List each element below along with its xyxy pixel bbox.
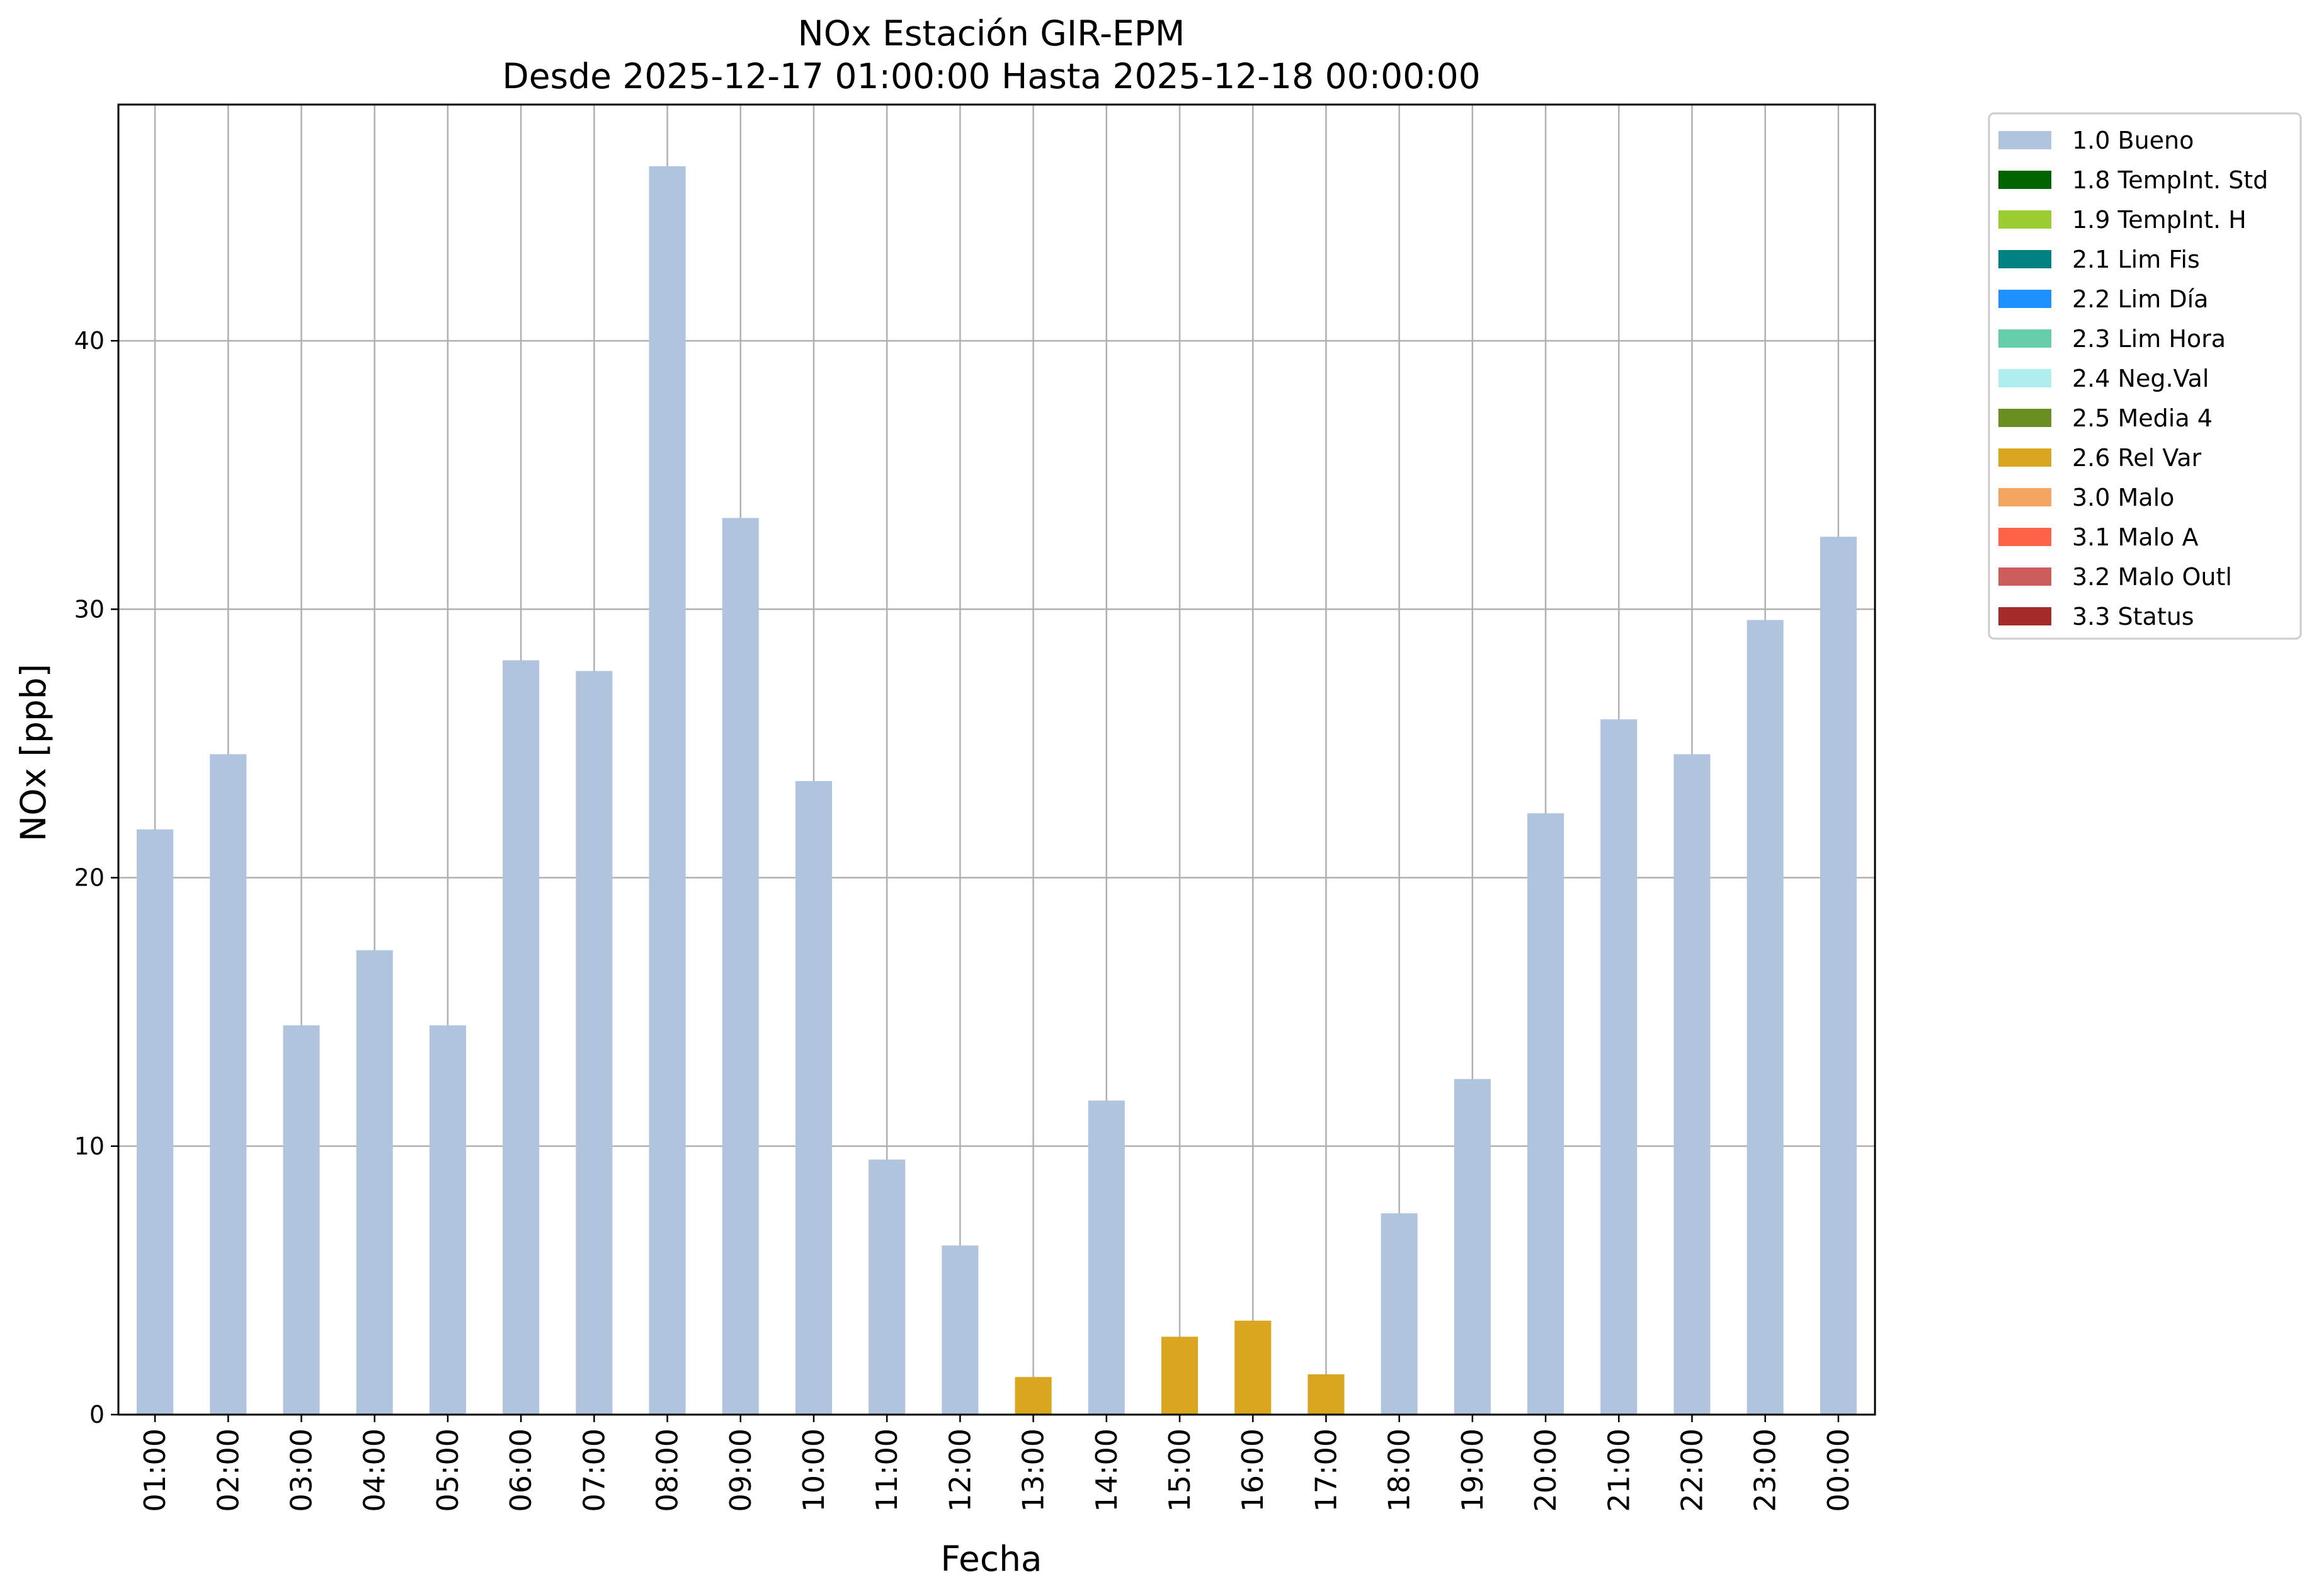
- legend-swatch: [1998, 171, 2051, 189]
- x-tick-label: 10:00: [797, 1428, 831, 1512]
- x-tick-label: 13:00: [1017, 1428, 1051, 1512]
- legend-label: 2.6 Rel Var: [2072, 444, 2202, 472]
- x-tick-label: 09:00: [724, 1428, 758, 1512]
- x-tick-label: 08:00: [651, 1428, 685, 1512]
- legend-label: 3.3 Status: [2072, 603, 2194, 630]
- bar: [283, 1025, 320, 1415]
- legend-label: 1.0 Bueno: [2072, 127, 2194, 154]
- bar: [942, 1245, 979, 1415]
- x-tick-label: 00:00: [1821, 1428, 1855, 1512]
- bar: [1234, 1320, 1272, 1415]
- x-axis-label: Fecha: [940, 1539, 1042, 1579]
- bar: [1673, 754, 1711, 1415]
- bar: [1454, 1079, 1491, 1415]
- y-axis-ticks: 0 10 20 30 40: [74, 327, 118, 1428]
- bar: [795, 781, 833, 1415]
- x-tick-label: 16:00: [1236, 1428, 1270, 1512]
- x-tick-label: 06:00: [504, 1428, 538, 1512]
- legend-swatch: [1998, 329, 2051, 348]
- bar: [137, 829, 174, 1415]
- x-tick-label: 15:00: [1163, 1428, 1197, 1512]
- legend-label: 1.9 TempInt. H: [2072, 206, 2247, 234]
- legend-swatch: [1998, 210, 2051, 229]
- legend-swatch: [1998, 488, 2051, 506]
- legend-swatch: [1998, 369, 2051, 387]
- y-tick-label: 30: [74, 595, 105, 623]
- bar: [210, 754, 247, 1415]
- x-tick-label: 12:00: [943, 1428, 977, 1512]
- legend-box: [1988, 112, 2302, 640]
- bar: [1161, 1337, 1199, 1415]
- bar: [869, 1160, 906, 1415]
- legend-label: 2.3 Lim Hora: [2072, 325, 2226, 353]
- bar: [576, 671, 613, 1415]
- bar: [1381, 1213, 1418, 1415]
- legend-label: 3.2 Malo Outl: [2072, 563, 2232, 591]
- x-axis-ticks: 01:00 02:00 03:00 04:00 05:00 06:00 07:00 08:00…: [138, 1415, 1855, 1512]
- y-tick-label: 20: [74, 864, 105, 892]
- x-tick-label: 04:00: [358, 1428, 392, 1512]
- bar: [1088, 1100, 1125, 1415]
- y-tick-label: 40: [74, 327, 105, 355]
- legend-label: 2.2 Lim Día: [2072, 285, 2208, 313]
- x-tick-label: 03:00: [285, 1428, 319, 1512]
- legend-swatch: [1998, 290, 2051, 308]
- legend-label: 1.8 TempInt. Std: [2072, 166, 2268, 194]
- bar: [1600, 719, 1638, 1415]
- legend-swatch: [1998, 607, 2051, 625]
- y-tick-label: 10: [74, 1132, 105, 1160]
- bar: [1746, 620, 1784, 1415]
- bar: [1820, 537, 1857, 1415]
- y-axis-label: NOx [ppb]: [13, 664, 54, 841]
- bar: [356, 950, 393, 1415]
- legend-label: 2.4 Neg.Val: [2072, 365, 2209, 392]
- bar: [1015, 1377, 1052, 1415]
- x-tick-label: 20:00: [1529, 1428, 1563, 1512]
- legend-swatch: [1998, 567, 2051, 586]
- x-tick-label: 07:00: [577, 1428, 611, 1512]
- x-tick-label: 21:00: [1602, 1428, 1636, 1512]
- bar: [1308, 1374, 1345, 1415]
- bars: [137, 166, 1857, 1415]
- x-tick-label: 02:00: [211, 1428, 245, 1512]
- plot-frame: [117, 103, 1876, 1416]
- x-tick-label: 19:00: [1456, 1428, 1490, 1512]
- x-tick-label: 14:00: [1090, 1428, 1124, 1512]
- bar: [1527, 813, 1564, 1415]
- x-tick-label: 18:00: [1382, 1428, 1416, 1512]
- legend-swatch: [1998, 448, 2051, 467]
- x-tick-label: 22:00: [1675, 1428, 1709, 1512]
- x-tick-label: 17:00: [1309, 1428, 1343, 1512]
- legend-label: 3.1 Malo A: [2072, 523, 2198, 551]
- bar: [429, 1025, 466, 1415]
- x-tick-label: 23:00: [1748, 1428, 1782, 1512]
- legend-label: 3.0 Malo: [2072, 484, 2174, 511]
- legend-swatch: [1998, 528, 2051, 546]
- bar: [722, 518, 759, 1415]
- x-tick-label: 05:00: [431, 1428, 465, 1512]
- chart-title: NOx Estación GIR-EPM: [798, 13, 1185, 54]
- x-tick-label: 11:00: [870, 1428, 904, 1512]
- bar: [649, 166, 686, 1415]
- legend-swatch: [1998, 250, 2051, 268]
- legend-label: 2.1 Lim Fis: [2072, 246, 2200, 273]
- x-tick-label: 01:00: [138, 1428, 172, 1512]
- legend-swatch: [1998, 131, 2051, 149]
- legend: 1.0 Bueno 1.8 TempInt. Std 1.9 TempInt. H 2…: [1988, 112, 2302, 640]
- chart-subtitle: Desde 2025-12-17 01:00:00 Hasta 2025-12-…: [502, 56, 1480, 96]
- legend-swatch: [1998, 409, 2051, 427]
- y-tick-label: 0: [89, 1401, 105, 1428]
- bar: [503, 660, 540, 1415]
- legend-label: 2.5 Media 4: [2072, 404, 2213, 432]
